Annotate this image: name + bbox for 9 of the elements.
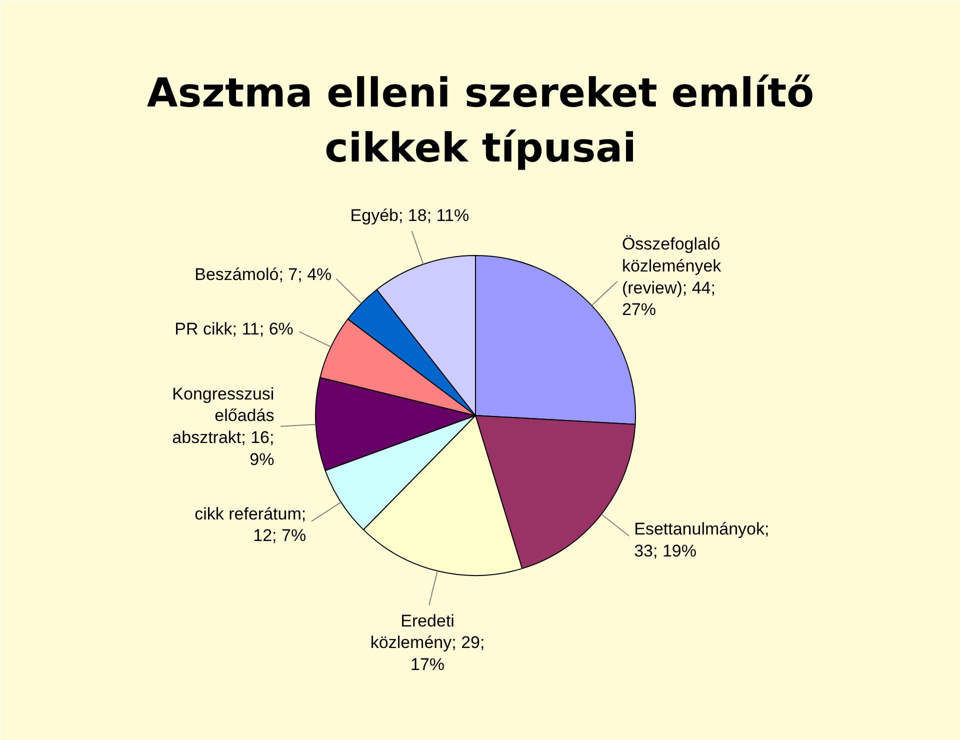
slice-label: PR cikk; 11; 6%: [174, 319, 294, 338]
slice-label: Összefoglaló közlemények (review); 44; 27%: [622, 234, 722, 320]
slice-label: cikk referátum; 12; 7%: [194, 504, 306, 546]
chart-title: Asztma elleni szereket említő cikkek típusai: [146, 70, 814, 172]
slice-label: Beszámoló; 7; 4%: [194, 264, 332, 284]
slice-label: Eredeti közlemény; 29; 17%: [370, 611, 485, 674]
slice-label: Esettanulmányok; 33; 19%: [634, 520, 770, 560]
slice-label: Kongresszusi előadás absztrakt; 16; 9%: [172, 384, 274, 469]
slice-label: Egyéb; 18; 11%: [350, 206, 470, 225]
